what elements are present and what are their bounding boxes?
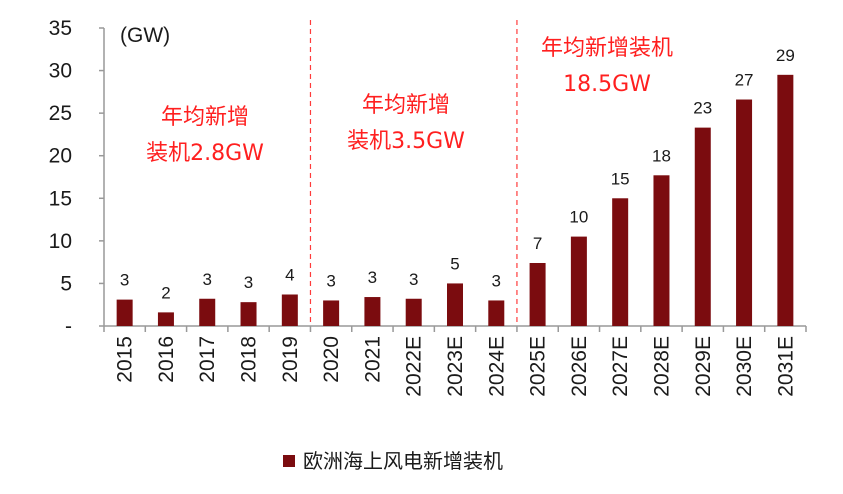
annotation-text: 年均新增: [161, 105, 249, 130]
annotation-text: 年均新增装机: [541, 36, 673, 61]
data-label: 29: [776, 46, 795, 65]
y-tick-label: 30: [49, 60, 72, 83]
x-tick-label: 2020: [320, 336, 343, 383]
annotation-text: 装机2.8GW: [146, 141, 264, 166]
x-tick-label: 2016: [155, 336, 178, 383]
y-tick-label: 10: [49, 230, 72, 253]
y-tick-label: 20: [49, 145, 72, 168]
y-tick-label: 15: [49, 187, 72, 210]
x-tick-label: 2024E: [485, 336, 508, 397]
bar: [694, 127, 711, 326]
x-tick-label: 2030E: [733, 336, 756, 397]
bar: [777, 74, 794, 326]
bar: [405, 298, 422, 326]
x-tick-label: 2022E: [403, 336, 426, 397]
x-tick-label: 2023E: [444, 336, 467, 397]
bar: [323, 300, 340, 326]
data-label: 3: [120, 271, 129, 290]
data-label: 3: [203, 270, 212, 289]
x-axis: 2015 2016 2017 2018 2019 2020 2021 2022E 2023E 20…: [103, 325, 807, 397]
annotation-text: 装机3.5GW: [347, 129, 465, 154]
y-tick-label: 25: [49, 102, 72, 125]
y-tick-label: 35: [49, 17, 72, 40]
y-axis: - 5 10 15 20 25 30 35: [49, 17, 105, 338]
bar: [157, 312, 174, 326]
bar: [488, 300, 505, 326]
data-label: 2: [161, 283, 170, 302]
x-tick-label: 2026E: [568, 336, 591, 397]
x-tick-label: 2025E: [527, 336, 550, 397]
data-label: 4: [285, 265, 294, 284]
bar: [447, 283, 463, 326]
data-label: 3: [368, 268, 377, 287]
bar: [653, 175, 670, 326]
bar: [281, 294, 298, 326]
x-tick-label: 2027E: [609, 336, 632, 397]
bars: [116, 74, 794, 327]
legend-label: 欧洲海上风电新增装机: [303, 449, 503, 473]
data-label: 3: [326, 271, 335, 290]
data-label: 27: [735, 71, 754, 90]
x-tick-label: 2018: [238, 336, 261, 383]
x-tick-label: 2021: [361, 336, 384, 383]
data-label: 5: [450, 254, 459, 273]
data-label: 23: [693, 99, 712, 118]
data-label: 3: [409, 270, 418, 289]
data-label: 7: [533, 234, 542, 253]
x-tick-label: 2017: [196, 336, 219, 383]
y-tick-label: -: [65, 315, 72, 338]
legend-swatch: [283, 455, 295, 467]
bar: [612, 198, 629, 326]
data-label: 3: [492, 271, 501, 290]
data-label: 18: [652, 146, 671, 165]
y-tick-label: 5: [60, 272, 72, 295]
legend: 欧洲海上风电新增装机: [283, 449, 503, 473]
bar: [529, 262, 546, 326]
annotation-text: 年均新增: [362, 93, 450, 118]
data-label: 10: [569, 208, 588, 227]
bar: [570, 236, 587, 326]
x-tick-label: 2019: [279, 336, 302, 383]
x-tick-label: 2031E: [774, 336, 797, 397]
annotation-text: 18.5GW: [563, 72, 651, 97]
x-tick-label: 2015: [114, 336, 137, 383]
bar: [364, 297, 381, 326]
bar: [240, 302, 257, 326]
bar: [116, 299, 133, 326]
x-tick-label: 2029E: [692, 336, 715, 397]
bar: [736, 99, 753, 327]
x-tick-label: 2028E: [650, 336, 673, 397]
data-label: 3: [244, 273, 253, 292]
period-dividers: [309, 20, 518, 326]
unit-label: (GW): [120, 24, 170, 47]
data-label: 15: [611, 169, 630, 188]
bar: [199, 298, 216, 326]
